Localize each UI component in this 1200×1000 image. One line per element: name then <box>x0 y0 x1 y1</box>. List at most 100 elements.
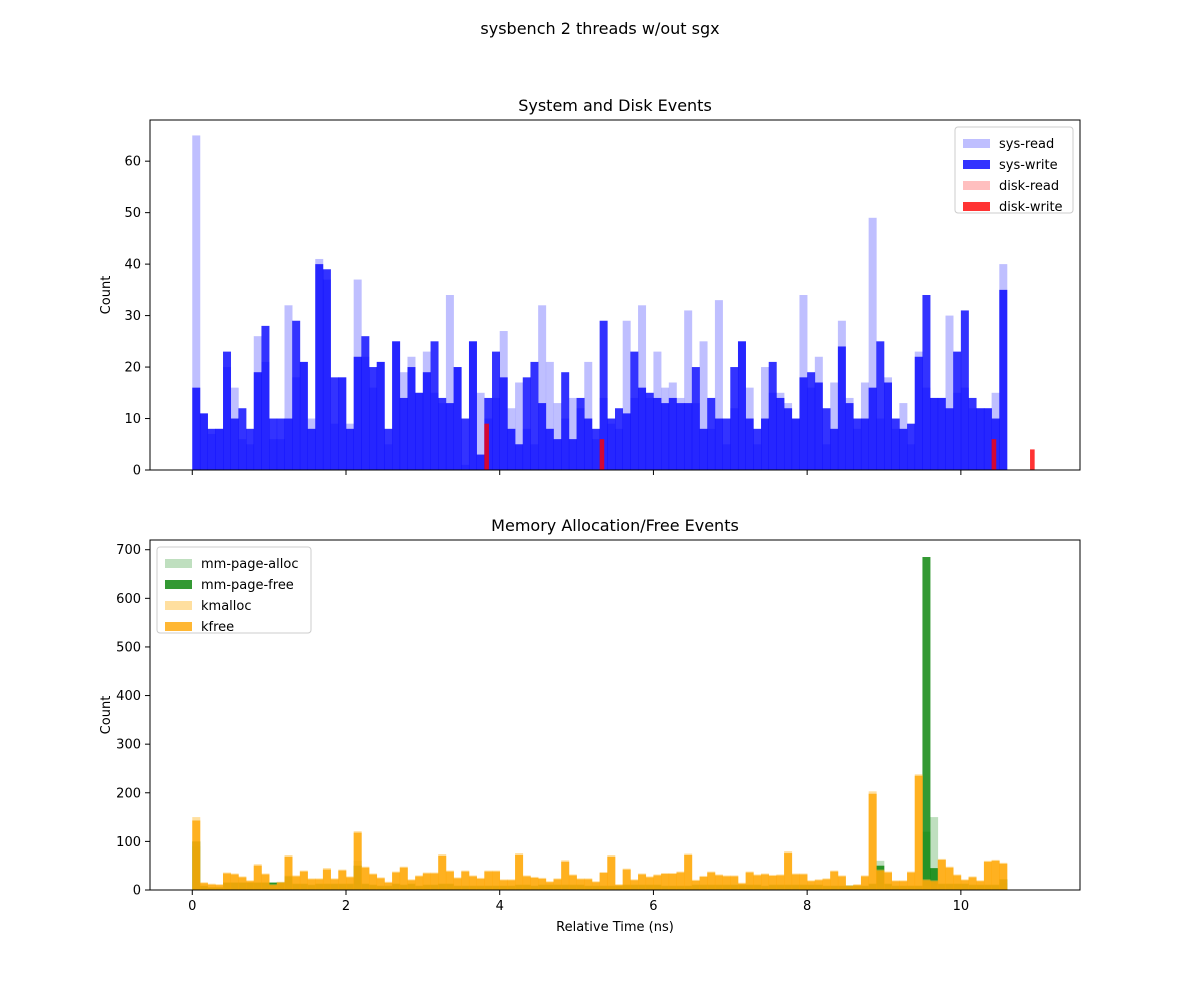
bar <box>983 408 992 470</box>
bar <box>991 860 1000 890</box>
bar <box>860 418 869 470</box>
bar <box>714 418 723 470</box>
bar <box>768 361 777 470</box>
bar <box>476 454 485 470</box>
bar <box>876 341 885 470</box>
bar <box>960 310 969 470</box>
y-tick-label: 300 <box>116 738 141 753</box>
bar <box>292 320 301 470</box>
bar <box>361 867 370 890</box>
bar <box>484 871 493 890</box>
series-kfree <box>192 775 1008 891</box>
bar <box>476 392 485 470</box>
bar <box>945 408 954 470</box>
bar <box>299 871 308 890</box>
bar <box>761 418 770 470</box>
bar <box>376 878 385 890</box>
bar <box>515 382 524 470</box>
bar <box>745 418 754 470</box>
bar <box>353 356 362 470</box>
bar <box>699 341 708 470</box>
legend-swatch <box>963 139 990 148</box>
bar <box>545 882 554 890</box>
bar <box>714 300 723 470</box>
bar <box>384 882 393 890</box>
bar <box>215 428 224 470</box>
bar <box>968 877 977 890</box>
bar <box>860 876 869 890</box>
bar <box>884 872 892 890</box>
legend-frame <box>156 546 312 634</box>
bar <box>561 372 570 470</box>
bar <box>737 341 746 470</box>
bar <box>845 403 854 470</box>
bar <box>868 793 877 890</box>
bar <box>661 873 670 890</box>
bar <box>568 397 577 470</box>
y-tick-label: 700 <box>116 543 141 558</box>
bar <box>753 875 762 890</box>
bar <box>345 428 354 470</box>
bar <box>983 861 992 890</box>
bar <box>615 885 623 890</box>
bar <box>830 428 839 470</box>
bar <box>830 382 839 470</box>
axes-frame <box>149 119 1081 471</box>
bar <box>930 868 939 891</box>
bar <box>215 885 224 890</box>
bar <box>591 882 600 890</box>
bar <box>369 367 378 470</box>
bar <box>999 289 1008 470</box>
chart-panel-2: 0 100 200 300 400 500 600 700 0 2 4 6 8 10 Memory Allo… <box>99 516 1081 935</box>
bar <box>914 356 923 470</box>
bar <box>622 413 631 470</box>
bar <box>722 418 731 470</box>
bar <box>814 880 823 890</box>
legend-swatch <box>165 580 192 589</box>
y-axis-label: Count <box>99 696 114 735</box>
y-axis-label: Count <box>99 276 114 315</box>
bar <box>976 408 985 470</box>
legend-swatch <box>963 160 990 169</box>
y-tick-label: 200 <box>116 786 141 801</box>
legend-swatch <box>963 202 990 211</box>
bar <box>384 428 393 470</box>
bar <box>199 413 208 470</box>
bar <box>807 372 816 470</box>
bar <box>545 428 554 470</box>
bar <box>330 879 339 890</box>
bar <box>668 397 677 470</box>
bar <box>899 881 908 890</box>
y-tick-label: 50 <box>124 206 141 221</box>
bar <box>645 392 654 470</box>
series-disk-write <box>484 423 1035 470</box>
legend-label: sys-read <box>999 137 1054 152</box>
bar <box>392 341 401 470</box>
bar <box>937 397 946 470</box>
legend-label: kfree <box>201 620 234 635</box>
bar <box>853 418 862 470</box>
bar <box>707 397 716 470</box>
bar <box>484 423 489 470</box>
x-tick-label: 6 <box>649 899 657 914</box>
y-tick-label: 40 <box>124 258 141 273</box>
bar <box>714 875 723 890</box>
bar <box>445 403 454 470</box>
bar <box>445 871 454 890</box>
bar <box>607 418 616 470</box>
bar <box>192 820 201 890</box>
bar <box>269 418 278 470</box>
bar <box>684 310 693 470</box>
bar <box>638 305 647 470</box>
legend-swatch <box>165 601 192 610</box>
x-tick-label: 8 <box>803 899 811 914</box>
chart-title: System and Disk Events <box>518 96 712 115</box>
bar <box>530 361 539 470</box>
bar <box>422 372 431 470</box>
legend-label: disk-read <box>999 179 1059 194</box>
y-tick-label: 0 <box>133 464 141 479</box>
bar <box>430 873 439 890</box>
bar <box>238 408 247 470</box>
bar <box>953 875 962 890</box>
